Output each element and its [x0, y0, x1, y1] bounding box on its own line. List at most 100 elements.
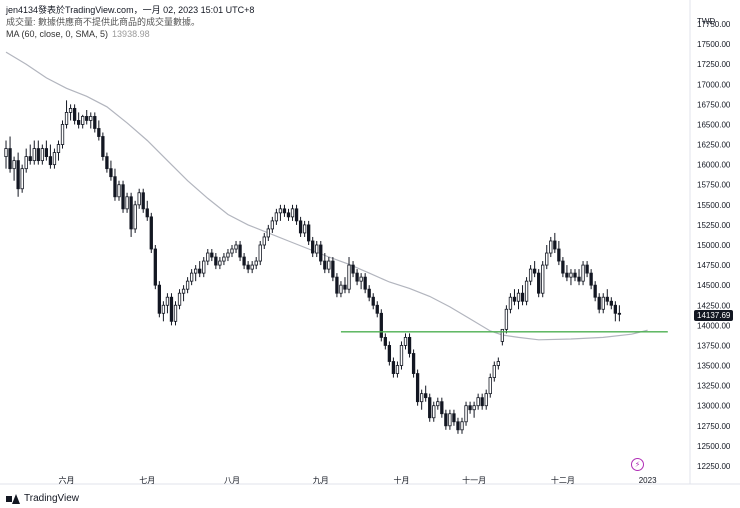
y-tick-label: 15250.00: [697, 221, 731, 230]
y-tick-label: 13500.00: [697, 362, 731, 371]
candle: [64, 100, 69, 129]
candle-body-down: [198, 268, 202, 274]
candle: [60, 120, 65, 149]
candle-body-down: [573, 272, 577, 278]
candle-body-down: [109, 168, 113, 178]
candle: [315, 240, 319, 258]
x-tick-label: 十月: [393, 475, 409, 485]
candle-body-down: [428, 397, 432, 419]
y-tick-label: 13000.00: [697, 402, 731, 411]
y-tick-label: 17750.00: [697, 20, 731, 29]
candle: [371, 293, 375, 310]
candle: [561, 257, 565, 278]
x-tick-label: 十二月: [551, 475, 575, 485]
candle-body-up: [476, 397, 480, 407]
candle-body-up: [189, 272, 194, 282]
y-tick-label: 14000.00: [697, 321, 731, 330]
candle: [210, 249, 214, 262]
candle-body-up: [472, 405, 476, 411]
candle: [28, 144, 32, 165]
candle-body-up: [302, 224, 307, 234]
candle-body-down: [512, 296, 517, 302]
candle: [436, 397, 440, 410]
candle: [117, 180, 121, 201]
candle-body-down: [456, 421, 460, 431]
candle-body-up: [125, 196, 129, 210]
candle: [488, 373, 492, 398]
candle: [516, 289, 521, 310]
candle-body-down: [480, 397, 484, 407]
candle-layer: [4, 100, 622, 434]
candle: [347, 257, 351, 294]
candle: [424, 385, 428, 402]
y-tick-label: 16000.00: [697, 161, 731, 170]
moving-average-layer: [5, 51, 648, 341]
publisher-line: jen4134發表於TradingView.com，一月 02, 2023 15…: [6, 5, 255, 15]
candle: [44, 140, 49, 161]
candle: [278, 204, 283, 221]
candle: [367, 285, 371, 302]
candle-body-up: [270, 220, 274, 230]
candle: [452, 409, 456, 426]
candle: [250, 261, 254, 274]
y-tick-label: 12250.00: [697, 462, 731, 471]
candle-body-up: [395, 365, 400, 374]
candle-body-down: [145, 208, 149, 218]
candle: [403, 333, 408, 350]
candle-body-down: [331, 260, 335, 278]
candle: [133, 200, 137, 233]
candle: [549, 236, 553, 258]
candle: [185, 277, 190, 294]
candle: [274, 208, 279, 225]
candle: [573, 269, 577, 282]
candle-body-down: [387, 345, 392, 362]
candle-body-down: [72, 107, 77, 121]
candle-body-down: [157, 284, 162, 314]
candle: [24, 148, 28, 173]
candle: [85, 109, 89, 125]
candle: [307, 220, 311, 245]
y-tick-label: 12500.00: [697, 442, 731, 451]
candle: [93, 112, 97, 133]
footer-brand[interactable]: TradingView: [6, 493, 79, 504]
candle-body-up: [339, 284, 343, 294]
candle-body-down: [282, 208, 287, 214]
candle-body-up: [399, 345, 404, 366]
candle-body-down: [375, 304, 379, 314]
candle: [617, 305, 622, 322]
candle-body-down: [415, 373, 420, 403]
candle-body-up: [250, 264, 254, 270]
candle: [165, 293, 170, 314]
candle-body-up: [504, 308, 509, 330]
candle-body-down: [520, 292, 525, 302]
candle-body-up: [230, 248, 234, 254]
y-tick-label: 15500.00: [697, 201, 731, 210]
candle-body-up: [581, 264, 585, 282]
candle: [222, 253, 226, 266]
candle: [36, 140, 40, 165]
candle: [456, 417, 460, 434]
candle-body-up: [161, 304, 166, 314]
candle-body-down: [101, 136, 105, 158]
candle: [12, 156, 16, 181]
price-axis[interactable]: 12250.00 12500.00 12750.00 13000.00 13250.00…: [689, 0, 731, 484]
candle-body-down: [363, 276, 367, 290]
y-tick-label: 14500.00: [697, 281, 731, 290]
candle: [266, 224, 270, 241]
candle: [319, 240, 323, 266]
candle: [343, 277, 347, 294]
candle-body-up: [403, 336, 408, 346]
candle-body-up: [68, 107, 73, 113]
candle-body-down: [553, 240, 557, 250]
candle: [399, 341, 404, 370]
candle-body-down: [605, 296, 609, 302]
flash-icon[interactable]: ⚡: [631, 458, 644, 471]
y-tick-label: 16250.00: [697, 141, 731, 150]
candle: [125, 192, 129, 213]
candle: [541, 261, 545, 298]
candle: [56, 140, 61, 161]
candle-body-down: [617, 312, 622, 315]
time-axis[interactable]: 六月 七月 八月 九月 十月 十一月 十二月 2023: [0, 475, 740, 485]
y-tick-label: 13750.00: [697, 341, 731, 350]
ma-legend[interactable]: MA (60, close, 0, SMA, 5) 13938.98: [6, 28, 254, 40]
